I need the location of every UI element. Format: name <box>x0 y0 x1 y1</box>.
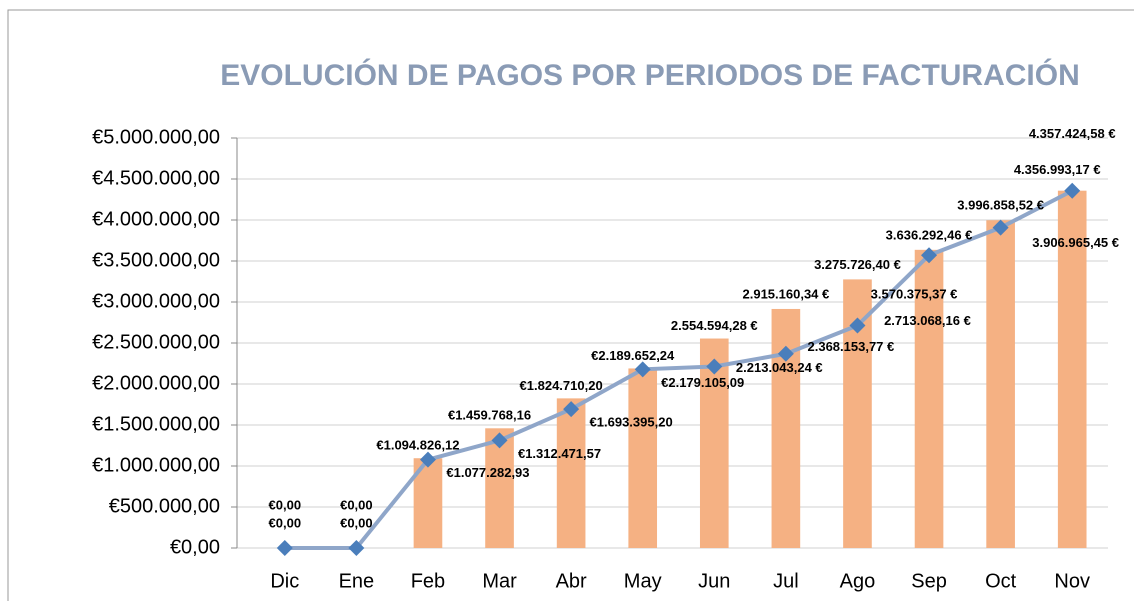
line <box>284 188 1074 550</box>
data-label: 3.996.858,52 € <box>957 198 1044 213</box>
data-label: 3.906.965,45 € <box>1032 235 1119 250</box>
marker <box>706 358 723 375</box>
marker <box>849 317 866 334</box>
data-label: 2.915.160,34 € <box>743 286 830 301</box>
marker <box>348 540 365 556</box>
y-tick-label: €4.000.000,00 <box>92 208 220 230</box>
y-tick-label: €0,00 <box>170 536 220 558</box>
x-tick-label: Dic <box>270 570 299 592</box>
data-label: €1.824.710,20 <box>520 378 603 393</box>
data-label: 2.554.594,28 € <box>671 318 758 333</box>
data-label: 4.357.424,58 € <box>1029 126 1116 141</box>
marker <box>491 432 508 449</box>
data-label: 2.368.153,77 € <box>808 339 895 354</box>
data-label: €1.094.826,12 <box>376 438 459 453</box>
x-tick-label: May <box>624 570 662 592</box>
marker <box>419 451 436 468</box>
y-tick-label: €3.000.000,00 <box>92 290 220 312</box>
bar <box>556 398 586 548</box>
marker <box>1064 182 1081 199</box>
marker <box>921 247 938 264</box>
data-label: €2.189.652,24 <box>591 348 675 363</box>
data-label: €1.077.282,93 <box>446 465 529 480</box>
data-label: €0,00 <box>340 515 373 530</box>
data-label: €0,00 <box>340 497 373 512</box>
x-tick-label: Jul <box>773 570 799 592</box>
bar <box>771 308 801 548</box>
data-label: 3.636.292,46 € <box>886 227 973 242</box>
data-label: 3.570.375,37 € <box>871 287 958 302</box>
data-label: €0,00 <box>269 515 302 530</box>
marker <box>777 345 794 362</box>
x-tick-label: Oct <box>985 570 1017 592</box>
data-label: 3.275.726,40 € <box>814 257 901 272</box>
data-label: €0,00 <box>269 497 302 512</box>
bar <box>628 368 658 548</box>
bar <box>914 249 944 548</box>
bar <box>986 220 1015 548</box>
x-tick-label: Ene <box>339 570 375 592</box>
y-tick-label: €3.500.000,00 <box>92 249 220 271</box>
x-tick-label: Ago <box>840 570 876 592</box>
y-tick-label: €4.500.000,00 <box>92 167 220 189</box>
x-tick-label: Sep <box>911 570 947 592</box>
bar <box>1057 190 1087 549</box>
marker <box>276 540 293 556</box>
y-tick-label: €500.000,00 <box>109 495 220 517</box>
x-tick-label: Feb <box>411 570 445 592</box>
x-tick-label: Abr <box>556 570 587 592</box>
marker <box>634 361 651 378</box>
marker <box>563 401 580 418</box>
chart-title: EVOLUCIÓN DE PAGOS POR PERIODOS DE FACTU… <box>220 58 1080 92</box>
y-tick-label: €1.000.000,00 <box>92 454 220 476</box>
data-label: €1.459.768,16 <box>448 408 531 423</box>
y-tick-label: €5.000.000,00 <box>92 126 220 148</box>
data-label: €2.179.105,09 <box>661 375 744 390</box>
data-label: 2.213.043,24 € <box>736 360 823 375</box>
y-tick-label: €1.500.000,00 <box>92 413 220 435</box>
data-label: 2.713.068,16 € <box>884 313 971 328</box>
y-tick-label: €2.000.000,00 <box>92 372 220 394</box>
data-label: €1.312.471,57 <box>518 446 601 461</box>
x-tick-label: Mar <box>482 570 517 592</box>
y-tick-label: €2.500.000,00 <box>92 331 220 353</box>
data-label: €1.693.395,20 <box>590 415 673 430</box>
x-tick-label: Nov <box>1054 570 1090 592</box>
marker <box>992 219 1009 236</box>
data-label: 4.356.993,17 € <box>1014 162 1101 177</box>
x-tick-label: Jun <box>698 570 730 592</box>
chart-frame <box>7 9 1134 601</box>
